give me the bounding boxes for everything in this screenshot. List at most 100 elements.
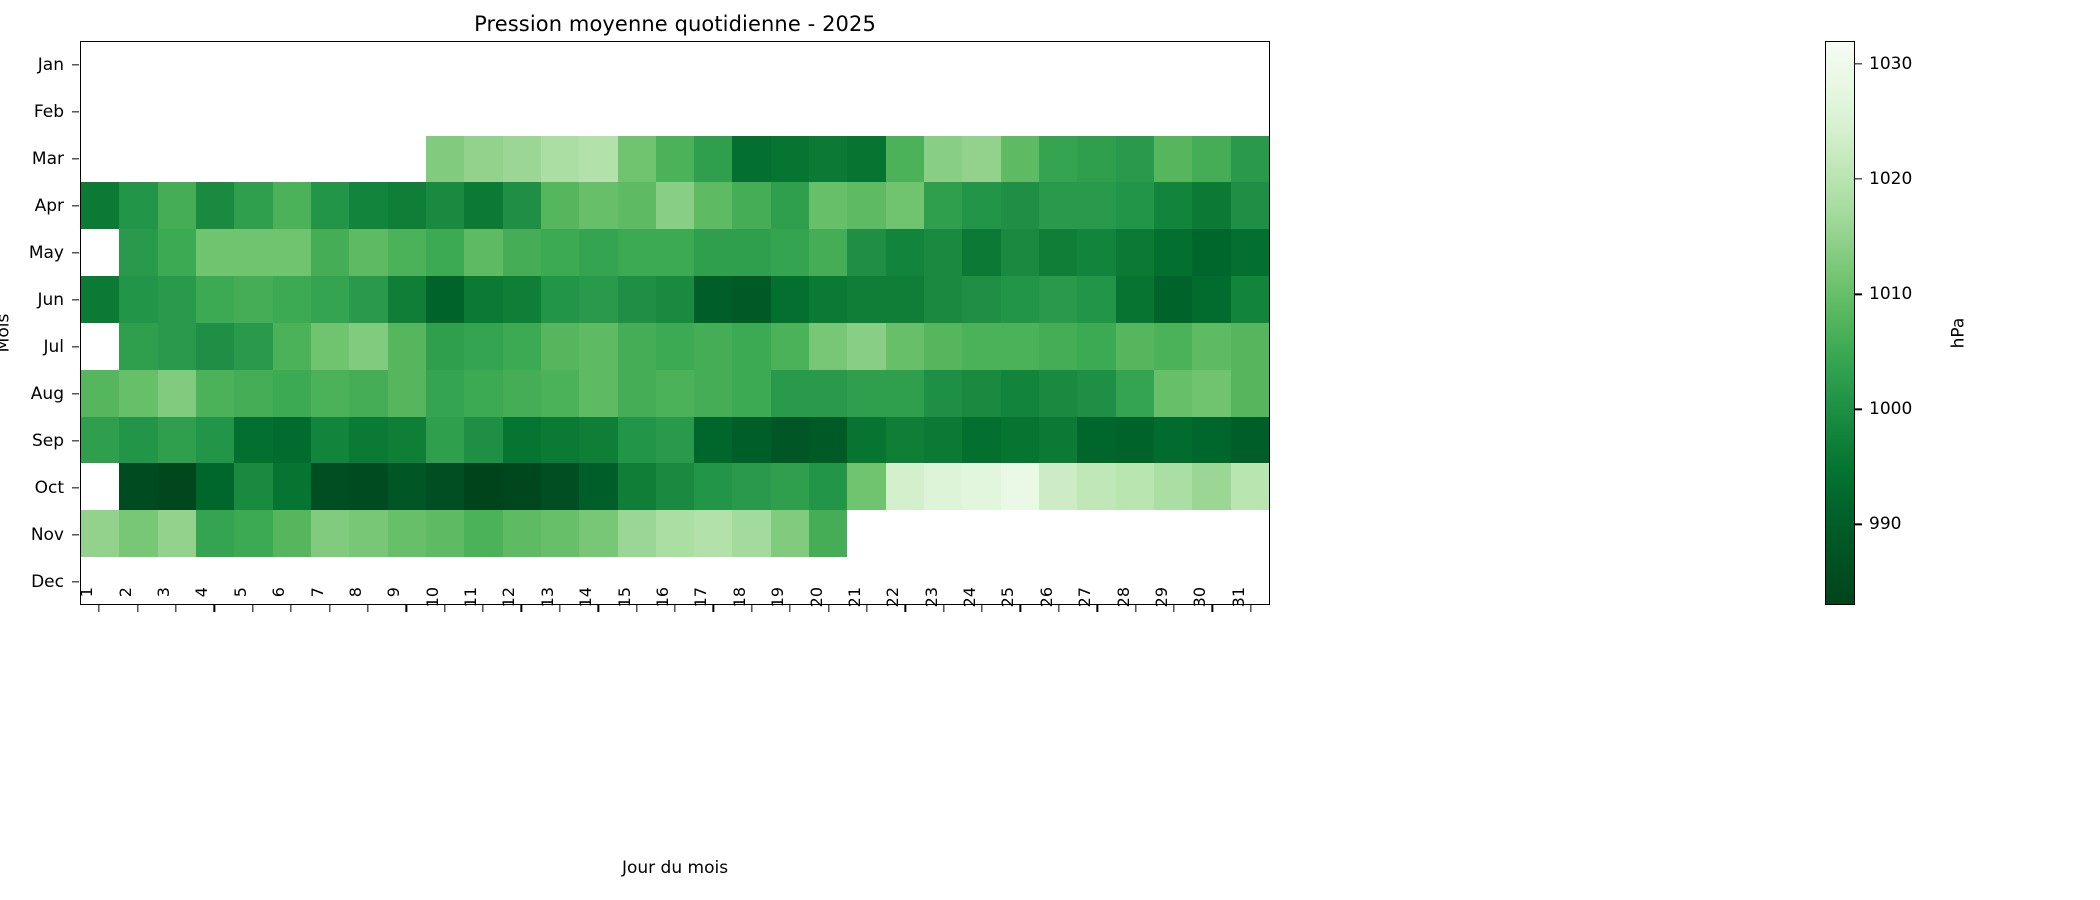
heatmap-cell (655, 229, 695, 277)
x-axis-tick-mark (213, 605, 215, 612)
heatmap-cell (195, 557, 235, 604)
heatmap-cell (195, 135, 235, 183)
heatmap-cell (617, 229, 656, 277)
heatmap-cell (387, 557, 426, 604)
colorbar-tick-label: 990 (1869, 514, 1902, 535)
heatmap-cell (425, 88, 465, 136)
heatmap-cell (234, 276, 273, 323)
heatmap-cell (119, 369, 158, 417)
colorbar-tick-label: 1020 (1869, 169, 1913, 190)
heatmap-cell (732, 88, 771, 136)
heatmap-cell (349, 510, 388, 558)
heatmap-cell (157, 42, 196, 89)
heatmap-cell (579, 463, 618, 511)
heatmap-cell (502, 510, 541, 558)
heatmap-cell (502, 276, 541, 323)
heatmap-cell (1230, 88, 1269, 136)
heatmap-cell (425, 322, 465, 370)
heatmap-cell (81, 135, 120, 183)
heatmap-cell (272, 557, 311, 604)
heatmap-cell (195, 88, 235, 136)
heatmap-cell (1192, 322, 1231, 370)
heatmap-cell (617, 416, 656, 464)
heatmap-cell (732, 135, 771, 183)
heatmap-cell (502, 182, 541, 230)
heatmap-plot-area (80, 41, 1270, 605)
y-axis-tick-mark (72, 392, 79, 395)
heatmap-cell (770, 88, 810, 136)
heatmap-cell (732, 182, 771, 230)
heatmap-cell (962, 557, 1001, 604)
heatmap-cell (272, 369, 311, 417)
heatmap-cell (1230, 276, 1269, 323)
heatmap-cell (349, 182, 388, 230)
y-axis-tick-mark (72, 251, 79, 254)
heatmap-cell (1154, 182, 1193, 230)
heatmap-cell (349, 463, 388, 511)
heatmap-cell (847, 322, 886, 370)
heatmap-cell (540, 369, 580, 417)
y-axis-tick-label: Apr (34, 195, 64, 216)
x-axis-tick-mark (674, 605, 676, 612)
x-axis-title: Jour du mois (621, 858, 729, 878)
y-axis-tick-mark (72, 580, 79, 583)
y-axis-title: Mois (0, 313, 14, 353)
heatmap-cell (1115, 182, 1155, 230)
heatmap-cell (272, 229, 311, 277)
heatmap-cell (847, 276, 886, 323)
heatmap-cell (809, 416, 848, 464)
heatmap-cell (732, 416, 771, 464)
heatmap-cell (502, 463, 541, 511)
x-axis-tick-mark (252, 605, 254, 612)
heatmap-cell (272, 276, 311, 323)
heatmap-cell (502, 135, 541, 183)
heatmap-cell (81, 88, 120, 136)
heatmap-cell (732, 369, 771, 417)
heatmap-cell (1000, 322, 1040, 370)
heatmap-cell (349, 88, 388, 136)
heatmap-cell (81, 510, 120, 558)
heatmap-cell (1230, 510, 1269, 558)
y-axis-tick-label: Dec (31, 571, 64, 592)
heatmap-cell (234, 510, 273, 558)
y-axis-tick-label: Feb (33, 101, 64, 122)
x-axis-tick-mark (136, 605, 139, 612)
heatmap-cell (502, 88, 541, 136)
heatmap-cell (694, 510, 733, 558)
heatmap-cell (310, 510, 350, 558)
x-axis-tick-label: 14 (576, 587, 596, 608)
heatmap-cell (464, 42, 503, 89)
x-axis-tick-label: 1 (77, 587, 97, 598)
heatmap-cell (847, 510, 886, 558)
x-axis-tick-mark (444, 605, 446, 612)
x-axis-tick-mark (904, 605, 906, 612)
heatmap-cell (655, 88, 695, 136)
heatmap-cell (770, 322, 810, 370)
heatmap-cell (1077, 369, 1116, 417)
heatmap-cell (1077, 229, 1116, 277)
heatmap-cell (1115, 557, 1155, 604)
heatmap-cell (1039, 229, 1078, 277)
heatmap-cell (157, 88, 196, 136)
heatmap-cell (694, 135, 733, 183)
heatmap-cell (1000, 416, 1040, 464)
x-axis-tick-label: 6 (269, 587, 289, 598)
heatmap-cell (464, 369, 503, 417)
heatmap-cell (119, 229, 158, 277)
y-axis-tick-mark (72, 298, 79, 301)
x-axis-tick-label: 9 (384, 587, 404, 598)
x-axis-tick-mark (597, 605, 599, 612)
heatmap-cell (732, 42, 771, 89)
heatmap-cell (234, 416, 273, 464)
x-axis-tick-label: 15 (614, 587, 634, 608)
heatmap-cell (847, 557, 886, 604)
x-axis-tick-mark (1173, 605, 1175, 612)
heatmap-cell (425, 510, 465, 558)
heatmap-cell-grid (81, 42, 1269, 604)
heatmap-cell (81, 42, 120, 89)
x-axis-tick-label: 3 (153, 587, 173, 598)
y-axis-tick-label: Mar (31, 148, 64, 169)
y-axis-tick-mark (72, 110, 79, 113)
x-axis-tick-label: 17 (691, 587, 711, 608)
x-axis-tick-label: 19 (768, 587, 788, 608)
